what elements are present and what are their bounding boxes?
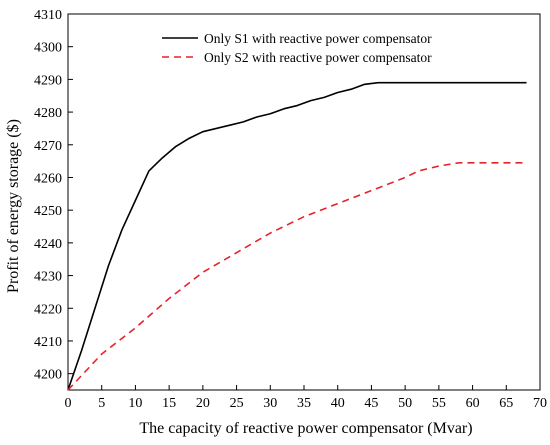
series-line-1 [67, 81, 527, 391]
x-tick-label: 40 [331, 396, 345, 411]
x-tick-label: 50 [398, 396, 412, 411]
x-tick-label: 10 [128, 396, 142, 411]
series-layer [67, 81, 527, 391]
x-tick-label: 65 [499, 396, 513, 411]
y-tick-label: 4310 [34, 8, 62, 23]
x-tick-label: 30 [263, 396, 277, 411]
x-tick-label: 25 [230, 396, 244, 411]
x-tick-label: 35 [297, 396, 311, 411]
y-tick-label: 4300 [34, 41, 62, 56]
x-tick-label: 15 [162, 396, 176, 411]
plot-area-frame [67, 13, 541, 391]
x-tick-label: 55 [432, 396, 446, 411]
x-tick-label: 60 [466, 396, 480, 411]
x-tick-label: 70 [533, 396, 547, 411]
series-line-2 [67, 161, 527, 391]
legend-label-s2: Only S2 with reactive power compensator [204, 50, 432, 65]
y-tick-label: 4290 [34, 73, 62, 88]
y-axis-title: Profit of energy storage ($) [5, 119, 22, 293]
x-tick-label: 45 [364, 396, 378, 411]
y-tick-label: 4200 [34, 368, 62, 383]
y-tick-label: 4240 [34, 237, 62, 252]
y-tick-label: 4230 [34, 270, 62, 285]
x-tick-label: 20 [196, 396, 210, 411]
x-axis-ticks: 0 5 10 15 20 25 30 35 40 45 50 55 60 65 70 [65, 385, 547, 411]
y-tick-label: 4280 [34, 106, 62, 121]
y-tick-label: 4250 [34, 204, 62, 219]
y-tick-label: 4260 [34, 171, 62, 186]
legend-label-s1: Only S1 with reactive power compensator [204, 31, 432, 46]
legend: Only S1 with reactive power compensator … [162, 31, 432, 65]
x-tick-label: 0 [65, 396, 72, 411]
x-tick-label: 5 [98, 396, 105, 411]
y-tick-label: 4210 [34, 335, 62, 350]
y-tick-label: 4220 [34, 302, 62, 317]
y-tick-label: 4270 [34, 139, 62, 154]
y-axis-ticks: 4200 4210 4220 4230 4240 4250 4260 4270 4280 4290… [34, 8, 73, 383]
x-axis-title: The capacity of reactive power compensat… [139, 420, 472, 437]
